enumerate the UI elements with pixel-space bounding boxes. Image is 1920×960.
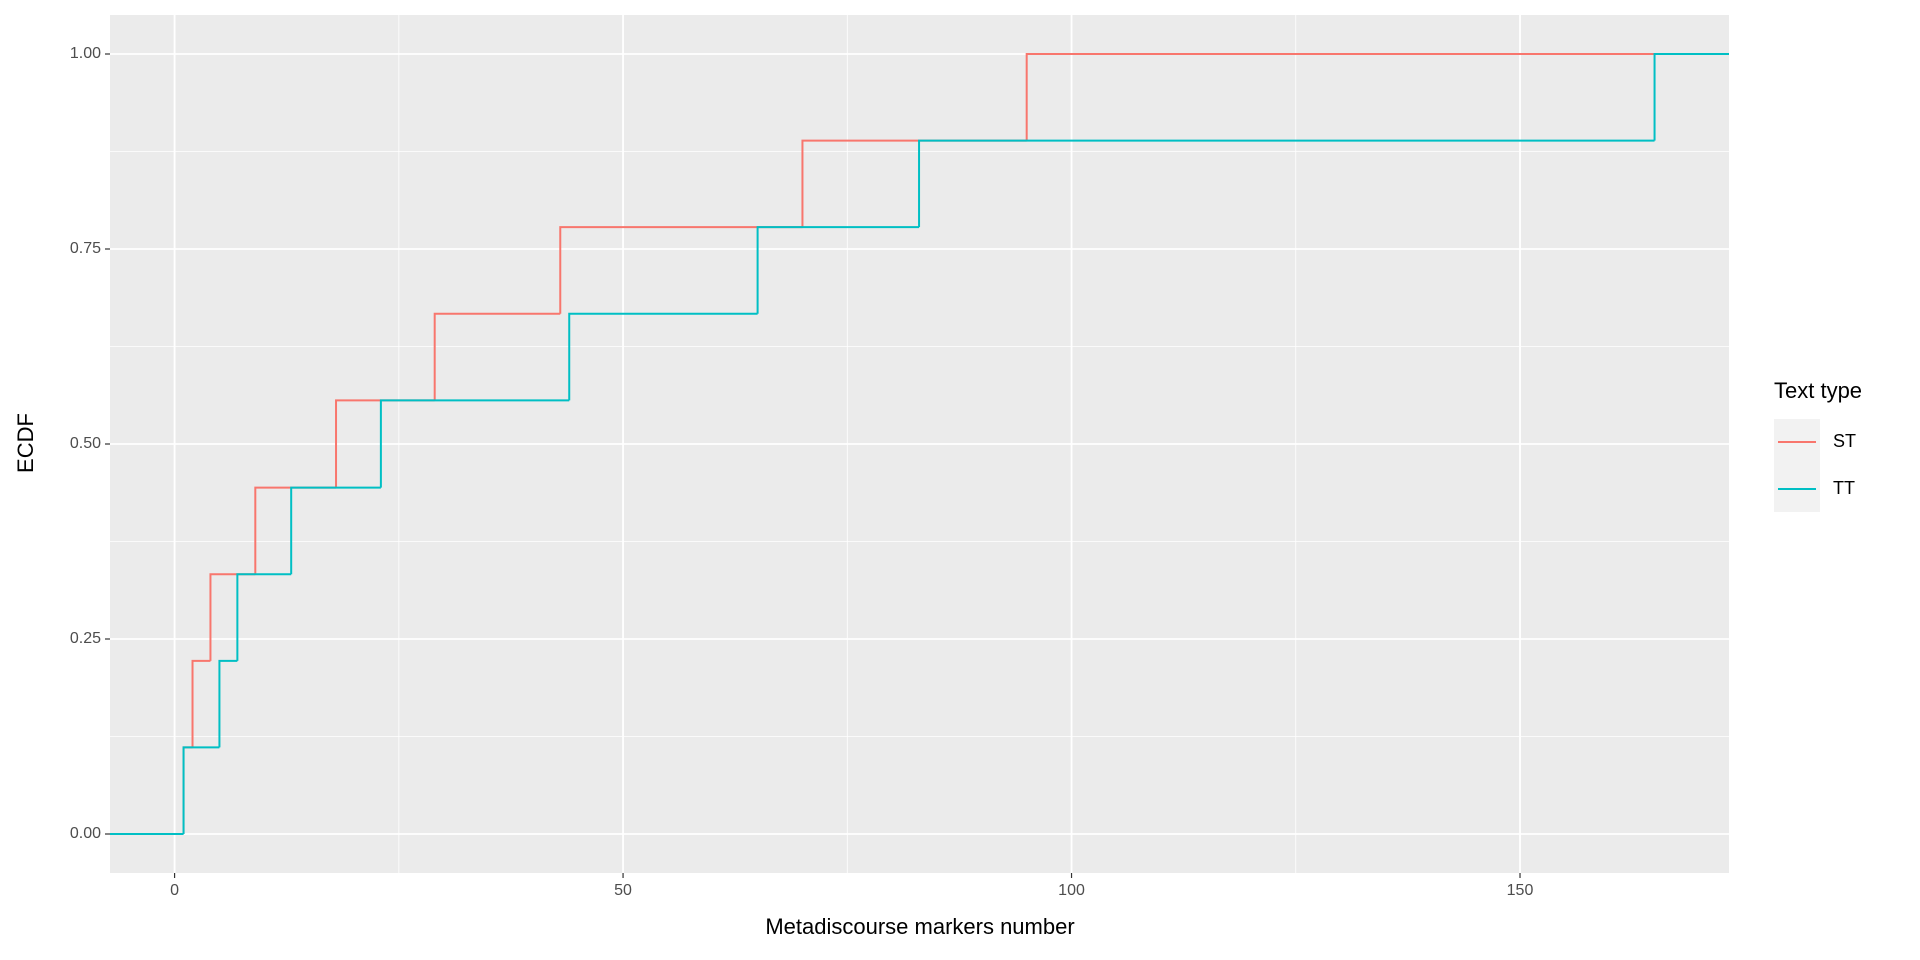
y-tick-label: 0.00 xyxy=(70,825,101,842)
ecdf-step xyxy=(1025,53,1729,141)
ecdf-step xyxy=(379,399,570,488)
x-tick-label: 100 xyxy=(1058,882,1085,899)
ecdf-step xyxy=(559,226,803,314)
ecdf-step xyxy=(182,746,220,834)
x-tick-label: 0 xyxy=(170,882,179,899)
legend-label: ST xyxy=(1833,431,1856,451)
x-tick-label: 50 xyxy=(614,882,632,899)
ecdf-step xyxy=(236,573,292,661)
ecdf-step xyxy=(918,139,1655,228)
ecdf-step xyxy=(433,312,561,401)
ecdf-step xyxy=(568,312,758,401)
y-tick-label: 1.00 xyxy=(70,45,101,62)
ecdf-step xyxy=(756,226,920,314)
y-tick-label: 0.50 xyxy=(70,435,101,452)
legend-title: Text type xyxy=(1774,378,1862,403)
ecdf-step xyxy=(1653,53,1729,141)
ecdf-step xyxy=(218,659,238,748)
ecdf-step xyxy=(290,486,381,575)
legend-key-bg xyxy=(1774,419,1820,512)
legend-label: TT xyxy=(1833,478,1855,498)
x-tick-label: 150 xyxy=(1507,882,1534,899)
ecdf-step xyxy=(191,659,211,748)
y-tick-label: 0.75 xyxy=(70,240,101,257)
y-tick-label: 0.25 xyxy=(70,630,101,647)
y-axis-title: ECDF xyxy=(13,413,38,473)
x-axis-title: Metadiscourse markers number xyxy=(765,914,1074,939)
